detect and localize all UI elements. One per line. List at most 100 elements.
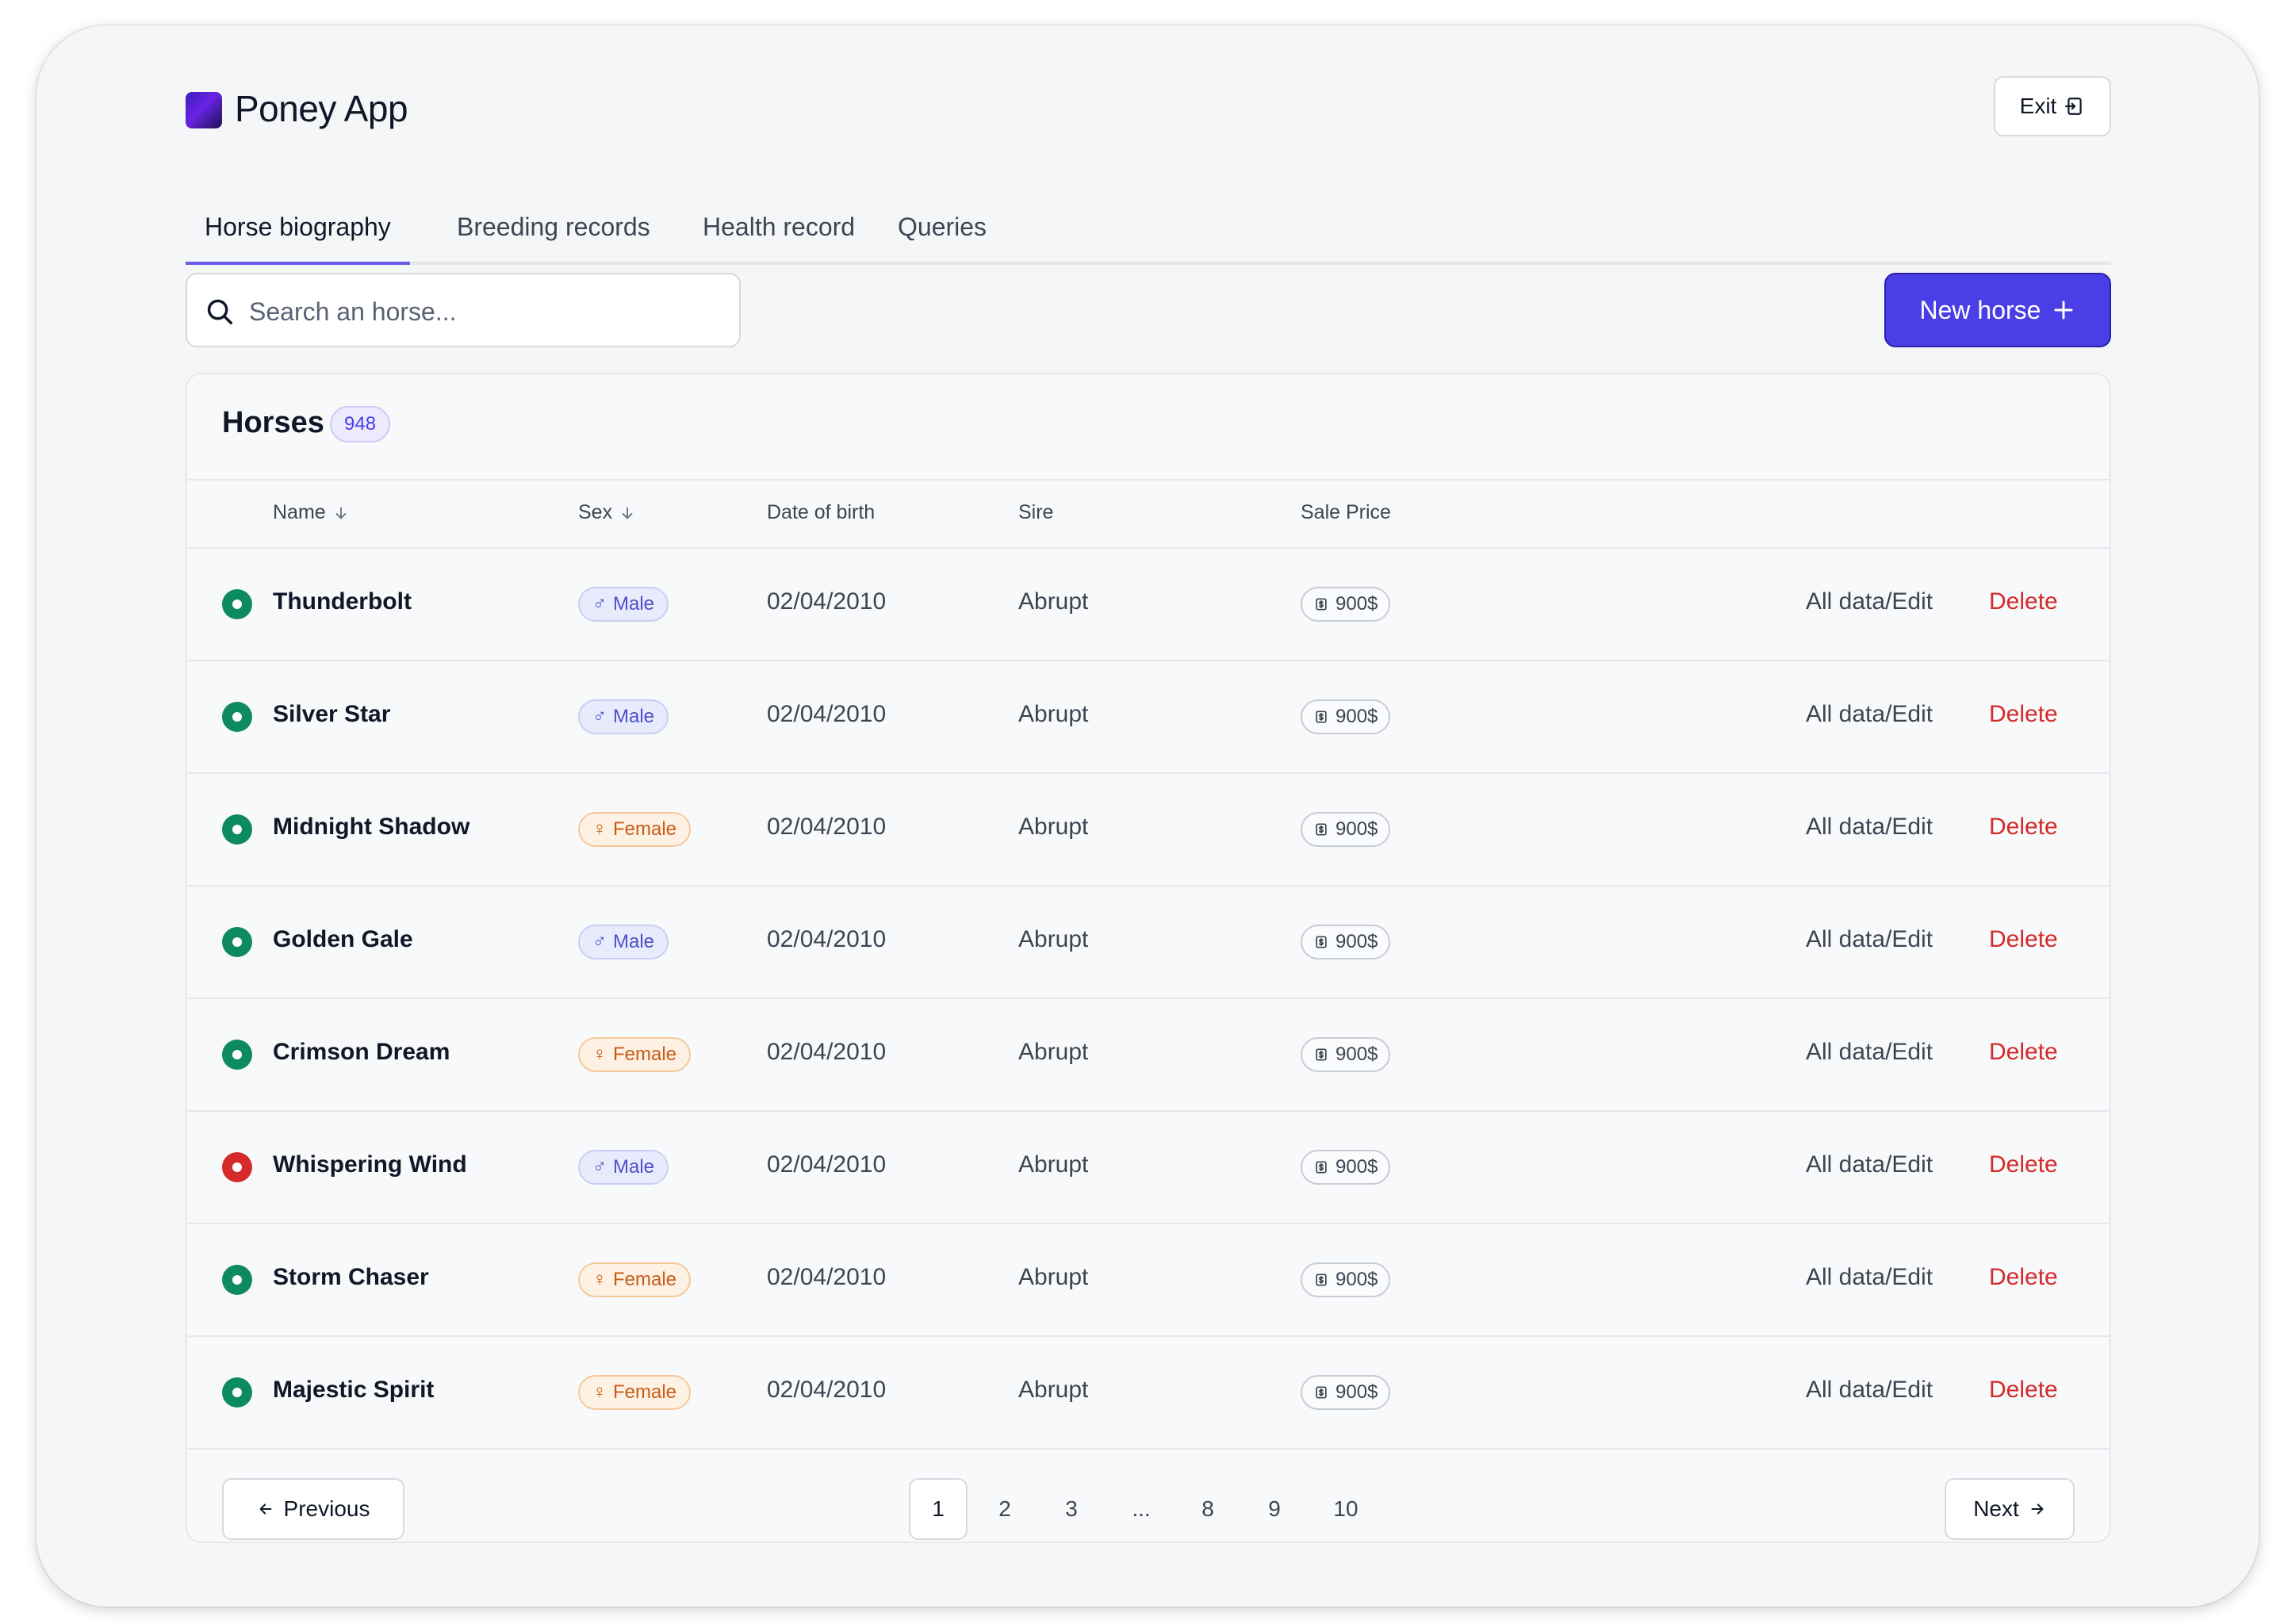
- delete-link[interactable]: Delete: [1989, 1377, 2058, 1403]
- next-page-button[interactable]: Next: [1945, 1478, 2075, 1540]
- male-symbol-icon: ♂: [592, 931, 607, 952]
- sire: Abrupt: [1018, 1377, 1089, 1403]
- delete-link[interactable]: Delete: [1989, 814, 2058, 840]
- delete-link[interactable]: Delete: [1989, 926, 2058, 952]
- sale-price-value: 900$: [1336, 818, 1378, 840]
- edit-link[interactable]: All data/Edit: [1806, 1264, 1933, 1290]
- sex-badge: ♂ Male: [578, 925, 669, 959]
- edit-link[interactable]: All data/Edit: [1806, 1039, 1933, 1065]
- edit-link[interactable]: All data/Edit: [1806, 588, 1933, 615]
- horses-table-card: Horses 948 Name Sex Date of birth Sire: [186, 373, 2111, 1543]
- sex-label: Female: [613, 818, 677, 840]
- sale-price-value: 900$: [1336, 1381, 1378, 1403]
- horse-name: Thunderbolt: [273, 588, 412, 615]
- sale-price-value: 900$: [1336, 1269, 1378, 1290]
- edit-link[interactable]: All data/Edit: [1806, 701, 1933, 727]
- app-logo-icon: [186, 92, 222, 128]
- status-indicator-icon: [222, 1040, 252, 1070]
- column-header-name[interactable]: Name: [273, 501, 350, 524]
- main-tabs: Horse biography Breeding records Health re…: [186, 198, 2111, 265]
- sex-badge: ♂ Male: [578, 587, 669, 622]
- status-indicator-icon: [222, 702, 252, 732]
- tab-breeding-records[interactable]: Breeding records: [457, 213, 650, 241]
- sire: Abrupt: [1018, 814, 1089, 840]
- new-horse-button[interactable]: New horse: [1884, 273, 2111, 347]
- delete-link[interactable]: Delete: [1989, 1039, 2058, 1065]
- column-header-sex[interactable]: Sex: [578, 501, 636, 524]
- tab-health-record[interactable]: Health record: [703, 213, 856, 241]
- status-indicator-icon: [222, 1265, 252, 1295]
- column-header-dob: Date of birth: [767, 501, 875, 524]
- exit-button-label: Exit: [2019, 94, 2057, 118]
- delete-link[interactable]: Delete: [1989, 701, 2058, 727]
- sex-label: Male: [613, 706, 655, 727]
- date-of-birth: 02/04/2010: [767, 1264, 887, 1290]
- horse-count-badge: 948: [330, 406, 391, 442]
- sale-price-badge: 900$: [1301, 1262, 1391, 1297]
- exit-door-icon: [2065, 98, 2083, 115]
- sale-price-value: 900$: [1336, 931, 1378, 952]
- sale-price-value: 900$: [1336, 593, 1378, 615]
- page-number-button[interactable]: 8: [1201, 1496, 1214, 1521]
- date-of-birth: 02/04/2010: [767, 1151, 887, 1178]
- column-header-sex-label: Sex: [578, 501, 613, 523]
- sale-price-badge: 900$: [1301, 1150, 1391, 1185]
- tab-horse-biography[interactable]: Horse biography: [186, 213, 410, 265]
- page-number-button[interactable]: 10: [1333, 1496, 1359, 1521]
- sale-price-badge: 900$: [1301, 699, 1391, 734]
- male-symbol-icon: ♂: [592, 593, 607, 615]
- sale-price-value: 900$: [1336, 1044, 1378, 1065]
- column-header-price: Sale Price: [1301, 501, 1391, 524]
- page-number-button[interactable]: 1: [909, 1478, 968, 1540]
- sex-badge: ♀ Female: [578, 1375, 692, 1410]
- female-symbol-icon: ♀: [592, 1381, 607, 1403]
- sale-price-badge: 900$: [1301, 925, 1391, 959]
- sale-price-badge: 900$: [1301, 812, 1391, 847]
- edit-link[interactable]: All data/Edit: [1806, 926, 1933, 952]
- status-indicator-icon: [222, 589, 252, 619]
- delete-link[interactable]: Delete: [1989, 1151, 2058, 1178]
- delete-link[interactable]: Delete: [1989, 588, 2058, 615]
- app-window: Poney App Exit Horse biography Breeding r…: [36, 25, 2259, 1607]
- edit-link[interactable]: All data/Edit: [1806, 1151, 1933, 1178]
- table-row: Whispering Wind ♂ Male 02/04/2010 Abrupt 900$…: [187, 1112, 2110, 1224]
- page-number-button[interactable]: 2: [998, 1496, 1011, 1521]
- sex-badge: ♀ Female: [578, 812, 692, 847]
- male-symbol-icon: ♂: [592, 1156, 607, 1178]
- horse-name: Golden Gale: [273, 926, 413, 952]
- delete-link[interactable]: Delete: [1989, 1264, 2058, 1290]
- sex-label: Female: [613, 1044, 677, 1065]
- page-number-button[interactable]: 9: [1268, 1496, 1281, 1521]
- sale-price-badge: 900$: [1301, 1375, 1391, 1410]
- arrow-right-icon: [2031, 1503, 2044, 1515]
- table-header-bar: Horses 948: [187, 374, 2110, 481]
- status-indicator-icon: [222, 814, 252, 845]
- edit-link[interactable]: All data/Edit: [1806, 1377, 1933, 1403]
- female-symbol-icon: ♀: [592, 1269, 607, 1290]
- sort-arrow-down-icon: [335, 507, 347, 519]
- dollar-bill-icon: [1316, 936, 1327, 948]
- search-box[interactable]: [186, 273, 741, 347]
- pagination-ellipsis: ...: [1132, 1496, 1151, 1521]
- column-header-price-label: Sale Price: [1301, 501, 1391, 523]
- table-row: Majestic Spirit ♀ Female 02/04/2010 Abrupt 90…: [187, 1337, 2110, 1450]
- dollar-bill-icon: [1316, 823, 1327, 836]
- edit-link[interactable]: All data/Edit: [1806, 814, 1933, 840]
- sale-price-value: 900$: [1336, 706, 1378, 727]
- search-icon: [207, 299, 232, 324]
- tab-queries[interactable]: Queries: [898, 213, 987, 241]
- sire: Abrupt: [1018, 1039, 1089, 1065]
- sex-label: Male: [613, 1156, 655, 1178]
- sale-price-badge: 900$: [1301, 587, 1391, 622]
- sex-label: Female: [613, 1269, 677, 1290]
- table-row: Golden Gale ♂ Male 02/04/2010 Abrupt 900$ All …: [187, 887, 2110, 999]
- horse-name: Silver Star: [273, 701, 391, 727]
- search-input[interactable]: [247, 289, 726, 335]
- dollar-bill-icon: [1316, 710, 1327, 723]
- status-indicator-icon: [222, 927, 252, 957]
- previous-page-button[interactable]: Previous: [222, 1478, 404, 1540]
- date-of-birth: 02/04/2010: [767, 701, 887, 727]
- exit-button[interactable]: Exit: [1994, 76, 2111, 136]
- app-name: Poney App: [235, 88, 408, 129]
- page-number-button[interactable]: 3: [1065, 1496, 1078, 1521]
